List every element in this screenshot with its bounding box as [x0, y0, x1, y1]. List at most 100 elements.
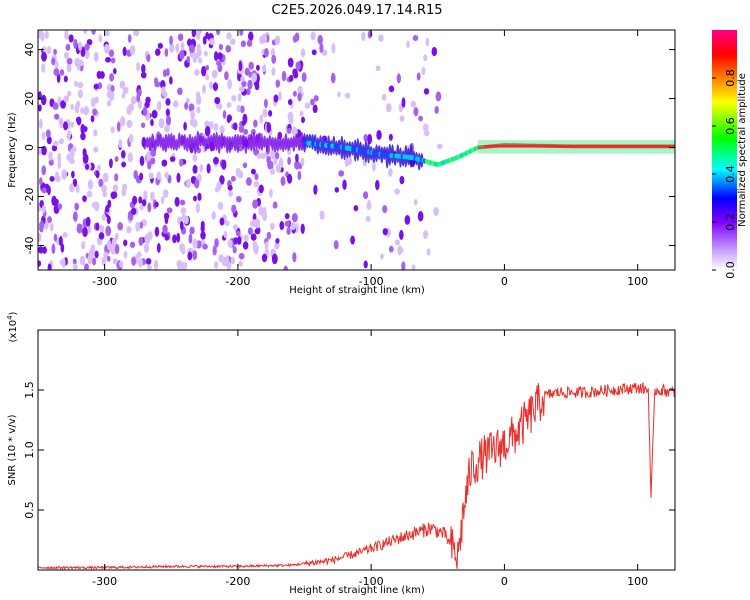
heatmap-speckle — [199, 164, 204, 173]
heatmap-speckle — [49, 175, 55, 182]
heatmap-speckle — [404, 214, 411, 225]
heatmap-speckle — [53, 233, 58, 242]
heatmap-speckle — [165, 98, 171, 106]
heatmap-speckle — [86, 190, 92, 197]
heatmap-speckle — [58, 138, 65, 145]
heatmap-speckle — [385, 103, 392, 113]
heatmap-speckle — [319, 43, 324, 53]
heatmap-speckle — [139, 155, 145, 167]
heatmap-speckle — [120, 116, 126, 127]
heatmap-band-cell — [217, 134, 221, 154]
heatmap-speckle — [94, 96, 99, 104]
heatmap-speckle — [423, 129, 430, 137]
heatmap-speckle — [363, 134, 368, 142]
heatmap-speckle — [38, 30, 44, 39]
spectrogram-x-ticks: -300 -200 -100 0 100 — [92, 30, 648, 288]
heatmap-speckle — [381, 93, 387, 101]
heatmap-speckle — [202, 243, 208, 250]
heatmap-speckle — [118, 139, 123, 149]
snr-y-label: SNR (10 * v/v) — [7, 414, 18, 485]
heatmap-band-cell — [257, 132, 261, 150]
heatmap-speckle — [292, 68, 298, 77]
heatmap-speckle — [213, 51, 219, 62]
heatmap-speckle — [138, 258, 143, 268]
heatmap-speckle — [219, 125, 225, 134]
heatmap-band-cell — [185, 136, 189, 152]
x-tick-label: 100 — [627, 575, 648, 588]
heatmap-speckle — [413, 107, 419, 117]
heatmap-speckle — [353, 205, 359, 212]
heatmap-speckle — [263, 98, 268, 109]
heatmap-speckle — [106, 215, 111, 225]
heatmap-speckle — [226, 32, 232, 40]
heatmap-speckle — [63, 51, 69, 59]
heatmap-speckle — [93, 83, 99, 90]
heatmap-speckle — [91, 257, 97, 266]
x-tick-label: -100 — [359, 575, 384, 588]
heatmap-speckle — [264, 47, 269, 58]
heatmap-speckle — [227, 78, 233, 90]
heatmap-speckle — [172, 100, 179, 108]
heatmap-speckle — [66, 153, 71, 161]
heatmap-speckle — [106, 239, 112, 251]
spectrogram-x-label: Height of straight line (km) — [289, 285, 425, 296]
heatmap-speckle — [129, 45, 136, 55]
heatmap-speckle — [274, 35, 281, 46]
heatmap-speckle — [212, 82, 219, 92]
heatmap-speckle — [204, 125, 211, 137]
heatmap-speckle — [283, 265, 289, 270]
heatmap-speckle — [114, 232, 119, 241]
heatmap-speckle — [292, 252, 297, 263]
heatmap-speckle — [143, 243, 150, 254]
heatmap-speckle — [394, 239, 401, 246]
heatmap-speckle — [236, 104, 241, 113]
heatmap-speckle — [319, 210, 325, 220]
heatmap-speckle — [76, 223, 83, 234]
heatmap-band-cell — [260, 137, 264, 151]
x-tick-label: -200 — [225, 575, 250, 588]
heatmap-speckle — [216, 30, 221, 36]
heatmap-speckle — [242, 113, 248, 125]
heatmap-band-cell — [228, 136, 232, 154]
heatmap-speckle — [70, 103, 74, 111]
heatmap-speckle — [231, 94, 237, 102]
heatmap-speckle — [310, 98, 315, 106]
heatmap-speckle — [179, 220, 184, 231]
heatmap-speckle — [300, 48, 306, 58]
heatmap-speckle — [63, 121, 69, 131]
heatmap-speckle — [396, 73, 401, 84]
heatmap-speckle — [148, 172, 154, 180]
heatmap-speckle — [174, 196, 180, 207]
heatmap-speckle — [176, 232, 181, 243]
heatmap-speckle — [105, 30, 110, 37]
heatmap-speckle — [154, 201, 159, 208]
heatmap-speckle — [281, 70, 287, 82]
heatmap-speckle — [288, 117, 294, 124]
heatmap-speckle — [261, 65, 267, 72]
heatmap-band-cell — [265, 137, 269, 153]
heatmap-speckle — [185, 97, 190, 104]
heatmap-speckle — [74, 80, 78, 88]
heatmap-speckle — [58, 117, 64, 125]
heatmap-speckle — [410, 100, 416, 108]
heatmap-speckle — [95, 222, 100, 231]
heatmap-speckle — [42, 246, 47, 254]
heatmap-speckle — [295, 61, 302, 71]
heatmap-speckle — [154, 226, 160, 237]
heatmap-band-cell — [273, 137, 277, 153]
heatmap-speckle — [289, 74, 294, 82]
heatmap-speckle — [47, 263, 52, 270]
heatmap-speckle — [103, 43, 110, 54]
heatmap-speckle — [275, 238, 280, 244]
snr-y-scale-prefix: (x10 — [8, 320, 19, 343]
heatmap-speckle — [153, 259, 159, 270]
heatmap-speckle — [226, 102, 232, 108]
heatmap-speckle — [39, 220, 45, 230]
heatmap-band-cell — [270, 136, 275, 151]
heatmap-speckle — [195, 202, 200, 214]
heatmap-speckle — [213, 123, 219, 131]
heatmap-speckle — [337, 91, 341, 98]
heatmap-speckle — [150, 118, 154, 127]
heatmap-speckle — [109, 73, 115, 82]
